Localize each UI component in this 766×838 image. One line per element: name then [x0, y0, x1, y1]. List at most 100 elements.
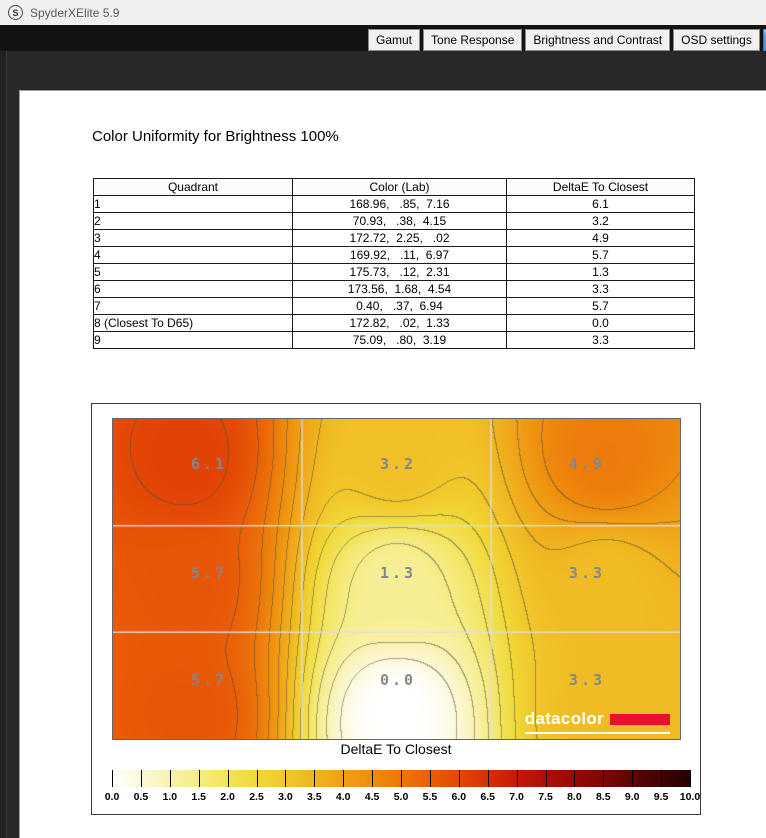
quadrant-delta-label: 1.3	[379, 563, 417, 582]
colorbar-tick	[285, 770, 287, 787]
deltae-cell: 0.0	[506, 314, 695, 332]
colorbar-tick-label: 2.5	[249, 791, 264, 803]
app-logo-icon: S	[8, 5, 23, 20]
deltae-cell: 5.7	[506, 297, 695, 315]
colorbar-tick	[314, 770, 316, 787]
deltae-cell: 6.1	[506, 195, 695, 213]
quadrant-delta-label: 3.3	[568, 563, 606, 582]
colorbar-tick-label: 8.0	[567, 791, 582, 803]
colorbar-tick	[198, 770, 200, 787]
lab-cell: 169.92, .11, 6.97	[292, 246, 507, 264]
colorbar-tick-labels: 0.0 0.5 1.0 1.5 2.0 2.5 3.0 3.5 4.0 4.5 5.0 5.5 6.0 6…	[105, 791, 701, 804]
colorbar-tick-label: 1.0	[162, 791, 178, 803]
colorbar-tick	[256, 770, 258, 787]
colorbar-tick	[343, 770, 345, 787]
quadrant-cell: 8 (Closest To D65)	[93, 314, 293, 332]
colorbar-tick	[401, 770, 402, 787]
datacolor-logo-red-bar	[610, 713, 670, 725]
contour-plot: 6.1 3.2 4.9 5.7 1.3 3.3 5.7 0.0 3.3 datacolor	[112, 418, 681, 740]
lab-cell: 173.56, 1.68, 4.54	[292, 280, 507, 298]
title-bar: S SpyderXElite 5.9	[0, 0, 766, 25]
uniformity-contour-canvas	[113, 419, 680, 739]
colorbar-tick-label: 0.0	[104, 791, 120, 803]
lab-cell: 70.93, .38, 4.15	[292, 212, 507, 230]
table-row: 2 70.93, .38, 4.15 3.2	[93, 212, 695, 230]
uniformity-table: Quadrant Color (Lab) DeltaE To Closest 1 16…	[93, 178, 695, 349]
colorbar-tick	[632, 770, 634, 787]
quadrant-delta-label: 0.0	[379, 670, 417, 689]
deltae-cell: 3.2	[506, 212, 695, 230]
column-header: Quadrant	[93, 178, 293, 196]
column-header: Color (Lab)	[292, 178, 507, 196]
quadrant-cell: 6	[93, 280, 293, 298]
tab-brightness-and-contrast[interactable]: Brightness and Contrast	[525, 29, 671, 51]
colorbar-tick-label: 3.5	[306, 791, 322, 803]
table-row: 9 75.09, .80, 3.19 3.3	[93, 331, 695, 349]
quadrant-cell: 9	[93, 331, 293, 349]
lab-cell: 75.09, .80, 3.19	[292, 331, 507, 349]
lab-cell: 172.82, .02, 1.33	[292, 314, 507, 332]
uniformity-plot-panel: 6.1 3.2 4.9 5.7 1.3 3.3 5.7 0.0 3.3 datacolor De…	[91, 403, 701, 815]
colorbar-tick-label: 5.0	[393, 791, 409, 803]
table-row: 1 168.96, .85, 7.16 6.1	[93, 195, 695, 213]
colorbar-tick	[516, 770, 518, 787]
colorbar-tick-label: 9.0	[624, 791, 640, 803]
colorbar-tick-label: 4.0	[335, 791, 351, 803]
colorbar-tick	[140, 770, 142, 787]
tab-tone-response[interactable]: Tone Response	[423, 29, 523, 51]
quadrant-cell: 7	[93, 297, 293, 315]
deltae-cell: 4.9	[506, 229, 695, 247]
colorbar-tick	[112, 770, 113, 787]
colorbar-tick-label: 9.5	[653, 791, 669, 803]
colorbar-tick-label: 0.5	[133, 791, 149, 803]
colorbar-tick-label: 7.0	[509, 791, 524, 803]
quadrant-delta-label: 6.1	[190, 454, 228, 473]
quadrant-cell: 1	[93, 195, 293, 213]
table-row: 5 175.73, .12, 2.31 1.3	[93, 263, 695, 281]
quadrant-cell: 4	[93, 246, 293, 264]
colorbar-tick	[372, 770, 374, 787]
colorbar-tick	[458, 770, 460, 787]
colorbar-tick-label: 7.5	[538, 791, 553, 803]
colorbar-tick	[429, 770, 431, 787]
colorbar-tick-label: 2.0	[220, 791, 235, 803]
table-row: 4 169.92, .11, 6.97 5.7	[93, 246, 695, 264]
window-title: SpyderXElite 5.9	[30, 5, 120, 20]
quadrant-cell: 5	[93, 263, 293, 281]
quadrant-cell: 2	[93, 212, 293, 230]
tab-strip: Gamut Tone Response Brightness and Contras…	[0, 25, 766, 51]
colorbar-tick	[545, 770, 547, 787]
colorbar-tick-label: 1.5	[191, 791, 206, 803]
colorbar-tick-label: 5.5	[422, 791, 438, 803]
colorbar-tick-label: 6.5	[480, 791, 495, 803]
colorbar-tick	[661, 770, 663, 787]
colorbar-tick	[487, 770, 489, 787]
quadrant-delta-label: 5.7	[190, 670, 228, 689]
colorbar-tick-label: 6.0	[451, 791, 467, 803]
datacolor-logo: datacolor	[524, 709, 670, 734]
column-header: DeltaE To Closest	[506, 178, 695, 196]
colorbar-tick-label: 10.0	[679, 791, 701, 803]
tab-osd-settings[interactable]: OSD settings	[673, 29, 760, 51]
quadrant-delta-label: 4.9	[568, 454, 606, 473]
colorbar-tick	[603, 770, 605, 787]
lab-cell: 175.73, .12, 2.31	[292, 263, 507, 281]
table-header-row: Quadrant Color (Lab) DeltaE To Closest	[93, 178, 695, 196]
tabs-container: Gamut Tone Response Brightness and Contras…	[368, 27, 766, 51]
tab-screen-un[interactable]: Screen Un	[762, 29, 766, 51]
table-row: 3 172.72, 2.25, .02 4.9	[93, 229, 695, 247]
colorbar-tick	[690, 770, 691, 787]
table-row: 7 0.40, .37, 6.94 5.7	[93, 297, 695, 315]
colorbar-tick-label: 4.5	[364, 791, 380, 803]
colorbar-tick-label: 3.0	[278, 791, 293, 803]
quadrant-delta-label: 3.3	[568, 670, 606, 689]
colorbar	[112, 770, 691, 787]
quadrant-delta-label: 5.7	[190, 563, 228, 582]
report-page: Color Uniformity for Brightness 100% Qua…	[19, 90, 766, 838]
deltae-cell: 5.7	[506, 246, 695, 264]
deltae-cell: 3.3	[506, 331, 695, 349]
table-row: 6 173.56, 1.68, 4.54 3.3	[93, 280, 695, 298]
colorbar-tick	[169, 770, 171, 787]
datacolor-logo-text: datacolor	[524, 709, 604, 728]
tab-gamut[interactable]: Gamut	[368, 29, 421, 51]
